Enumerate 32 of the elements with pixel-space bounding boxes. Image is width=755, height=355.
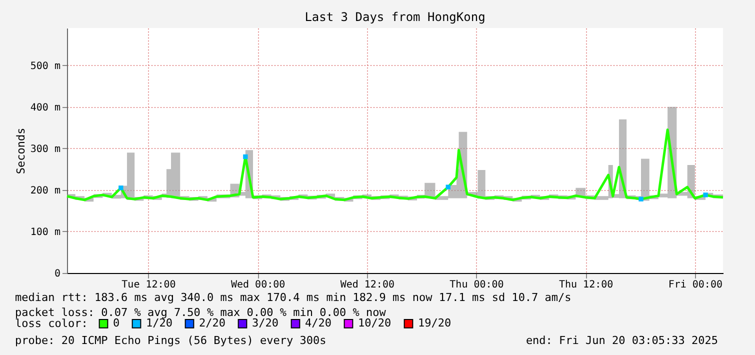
x-tick-label: Tue 12:00	[122, 280, 176, 290]
text: probe: 20 ICMP Echo Pings (56 Bytes) every 300s	[15, 334, 326, 347]
y-tick-label: 200 m	[30, 185, 60, 196]
legend-label: 2/20	[199, 316, 226, 330]
point	[118, 186, 124, 190]
x-tick-label: Thu 00:00	[450, 280, 504, 290]
x-tick-label: Wed 00:00	[230, 280, 286, 290]
legend-title: loss color:	[15, 317, 88, 330]
y-tick-label: 300 m	[30, 144, 60, 155]
point	[703, 192, 708, 198]
text: packet loss: 0.07 % avg 7.50 % max 0.00 % min 0.00 % now	[15, 306, 386, 319]
legend-label: 1/20	[146, 316, 172, 330]
legend-label: 3/20	[252, 316, 278, 330]
point	[446, 184, 450, 190]
point	[243, 154, 248, 160]
text: median rtt: 183.6 ms avg 340.0 ms max 170.4 ms min 182.9 ms now 17.1 ms sd 10.7 am/s	[15, 291, 572, 304]
y-tick-label: 400 m	[30, 102, 60, 114]
chart-title: Last 3 Days from HongKong	[304, 10, 486, 24]
line-series	[66, 128, 724, 202]
y-axis-title: Seconds	[14, 128, 28, 174]
x-tick-label: Thu 12:00	[558, 280, 614, 290]
text: end: Fri Jun 20 03:05:33 2025	[526, 334, 718, 347]
x-tick-label: Fri 00:00	[668, 280, 722, 290]
legend-label: 19/20	[418, 316, 452, 330]
y-tick-label: 500 m	[30, 60, 60, 72]
x-tick-label: Wed 12:00	[340, 280, 394, 290]
legend-label: 10/20	[358, 316, 392, 330]
y-tick-label: 0	[54, 268, 60, 280]
y-tick-label: 100 m	[30, 226, 60, 238]
legend-label: 4/20	[305, 316, 332, 330]
legend-label: 0	[113, 316, 120, 330]
point	[638, 196, 644, 202]
